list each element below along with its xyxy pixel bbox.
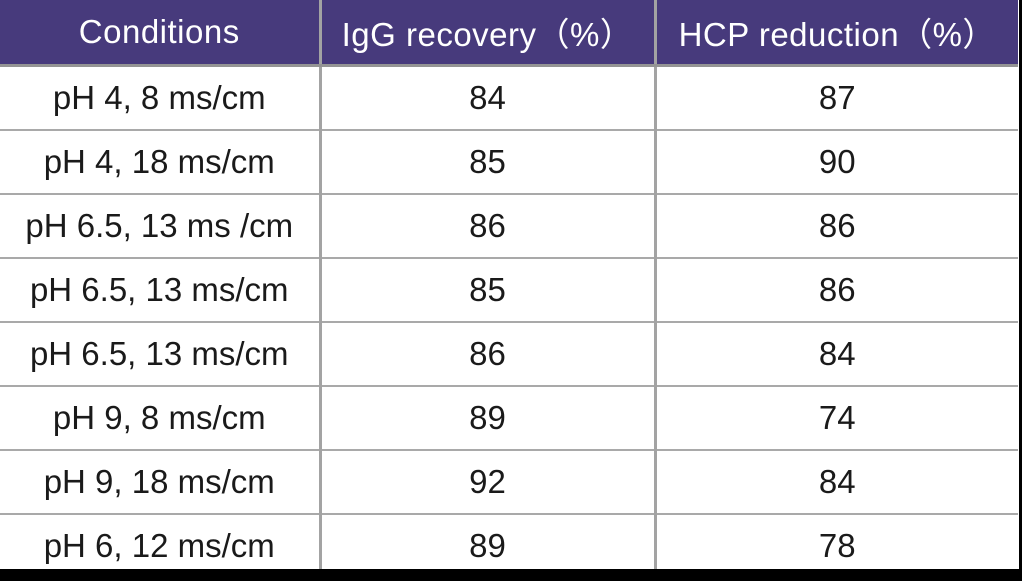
igg-recovery-cell: 86 bbox=[318, 322, 655, 387]
table-row: pH 6.5, 13 ms /cm 86 86 bbox=[0, 194, 1018, 259]
condition-cell: pH 4, 18 ms/cm bbox=[0, 130, 320, 195]
igg-recovery-cell: 86 bbox=[318, 194, 655, 259]
bottom-rule bbox=[0, 569, 1022, 581]
hcp-reduction-cell: 84 bbox=[653, 322, 1018, 387]
condition-cell: pH 6.5, 13 ms/cm bbox=[0, 322, 320, 387]
table-row: pH 9, 8 ms/cm 89 74 bbox=[0, 386, 1018, 451]
right-rule bbox=[1019, 0, 1022, 581]
igg-recovery-cell: 84 bbox=[318, 65, 655, 131]
hcp-reduction-cell: 90 bbox=[653, 130, 1018, 195]
hcp-reduction-cell: 86 bbox=[653, 258, 1018, 323]
hcp-reduction-cell: 74 bbox=[653, 386, 1018, 451]
table-row: pH 6.5, 13 ms/cm 85 86 bbox=[0, 258, 1018, 323]
table-row: pH 4, 8 ms/cm 84 87 bbox=[0, 65, 1018, 131]
condition-cell: pH 6.5, 13 ms/cm bbox=[0, 258, 320, 323]
hcp-reduction-cell: 86 bbox=[653, 194, 1018, 259]
header-row: Conditions IgG recovery（%） HCP reduction… bbox=[0, 0, 1018, 67]
hcp-reduction-cell: 78 bbox=[653, 514, 1018, 577]
table-row: pH 6.5, 13 ms/cm 86 84 bbox=[0, 322, 1018, 387]
hcp-reduction-cell: 84 bbox=[653, 450, 1018, 515]
condition-cell: pH 6, 12 ms/cm bbox=[43, 527, 275, 564]
condition-cell: pH 9, 8 ms/cm bbox=[0, 386, 320, 451]
table-row: pH 6, 12 ms/cm 89 78 bbox=[0, 514, 1018, 577]
condition-cell: pH 6.5, 13 ms /cm bbox=[0, 194, 320, 259]
table-row: pH 4, 18 ms/cm 85 90 bbox=[0, 130, 1018, 195]
hcp-reduction-cell: 87 bbox=[653, 65, 1018, 131]
table-row: pH 9, 18 ms/cm 92 84 bbox=[0, 450, 1018, 515]
col-header-conditions: Conditions bbox=[0, 0, 320, 67]
condition-cell: pH 4, 8 ms/cm bbox=[0, 65, 320, 131]
igg-recovery-cell: 89 bbox=[318, 514, 655, 577]
igg-recovery-cell: 85 bbox=[318, 130, 655, 195]
col-header-igg-recovery: IgG recovery（%） bbox=[318, 0, 655, 67]
col-header-hcp-reduction: HCP reduction（%） bbox=[653, 0, 1018, 67]
condition-cell: pH 9, 18 ms/cm bbox=[0, 450, 320, 515]
igg-recovery-cell: 89 bbox=[318, 386, 655, 451]
igg-recovery-cell: 85 bbox=[318, 258, 655, 323]
igg-recovery-cell: 92 bbox=[318, 450, 655, 515]
